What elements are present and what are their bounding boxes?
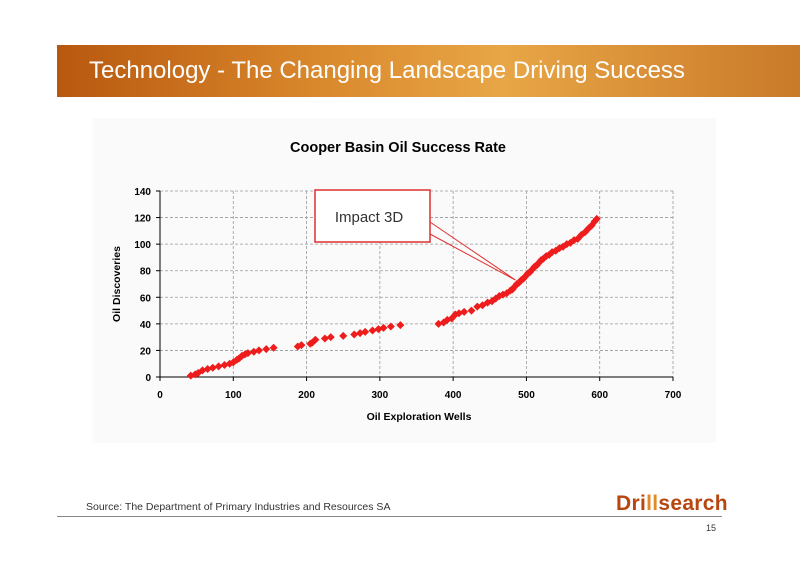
- data-point: [473, 302, 482, 311]
- data-point: [510, 282, 519, 291]
- source-note: Source: The Department of Primary Indust…: [86, 501, 391, 513]
- data-point: [297, 341, 306, 350]
- axes: [156, 190, 674, 381]
- data-point: [361, 327, 370, 336]
- y-tick-label: 120: [134, 214, 151, 225]
- data-point: [191, 370, 200, 379]
- data-point: [350, 330, 359, 339]
- data-point: [447, 314, 456, 323]
- chart-title: Cooper Basin Oil Success Rate: [290, 140, 506, 156]
- drillsearch-logo: Drillsearch: [616, 492, 728, 515]
- y-tick-label: 140: [134, 187, 151, 198]
- data-point: [467, 306, 476, 315]
- data-point: [262, 345, 271, 354]
- x-tick-label: 600: [591, 390, 608, 401]
- callout-text: Impact 3D: [335, 209, 404, 226]
- x-tick-label: 200: [298, 390, 315, 401]
- data-point: [526, 268, 535, 277]
- callout-leader-line: [429, 233, 516, 281]
- y-tick-label: 60: [140, 293, 152, 304]
- y-tick-label: 20: [140, 346, 152, 357]
- data-point: [254, 346, 263, 355]
- data-point: [562, 240, 571, 249]
- page-number: 15: [706, 523, 717, 533]
- data-point: [194, 369, 203, 378]
- callout-annotation: Impact 3D: [314, 189, 516, 281]
- data-point: [539, 254, 548, 263]
- data-point: [249, 347, 258, 356]
- title-banner: Technology - The Changing Landscape Driv…: [57, 45, 800, 97]
- x-tick-label: 400: [445, 390, 462, 401]
- callout-leader-line: [429, 221, 516, 281]
- data-point: [396, 321, 405, 330]
- data-point: [548, 248, 557, 257]
- data-point: [570, 236, 579, 245]
- data-point: [243, 349, 252, 358]
- x-tick-label: 100: [225, 390, 242, 401]
- data-point: [386, 322, 395, 331]
- x-tick-label: 0: [157, 390, 163, 401]
- data-point: [326, 333, 335, 342]
- data-point: [502, 289, 511, 298]
- data-point: [214, 362, 223, 371]
- x-tick-label: 500: [518, 390, 535, 401]
- slide-title: Technology - The Changing Landscape Driv…: [89, 57, 685, 84]
- data-points: [186, 214, 601, 380]
- y-axis-label: Oil Discoveries: [111, 246, 123, 322]
- y-tick-label: 100: [134, 240, 151, 251]
- data-point: [460, 307, 469, 316]
- data-point: [592, 214, 601, 223]
- data-point: [269, 343, 278, 352]
- data-point: [208, 363, 217, 372]
- data-point: [566, 238, 575, 247]
- chart-area: Cooper Basin Oil Success Rate 0 100 200 300…: [93, 118, 716, 443]
- data-point: [339, 331, 348, 340]
- y-tick-label: 0: [145, 373, 151, 384]
- data-point: [508, 285, 517, 294]
- data-point: [220, 361, 229, 370]
- data-point: [368, 326, 377, 335]
- footer-divider: [57, 516, 722, 517]
- scatter-chart: Cooper Basin Oil Success Rate 0 100 200 300…: [111, 140, 682, 423]
- x-tick-label: 700: [665, 390, 682, 401]
- data-point: [451, 310, 460, 319]
- data-point: [311, 335, 320, 344]
- data-point: [320, 334, 329, 343]
- y-tick-label: 80: [140, 267, 152, 278]
- callout-box: [314, 189, 431, 243]
- x-axis-label: Oil Exploration Wells: [367, 411, 472, 423]
- data-point: [379, 323, 388, 332]
- x-tick-label: 300: [372, 390, 389, 401]
- tick-labels: 0 100 200 300 400 500 600 700 0 20 40 60 80 100 120 140: [134, 187, 681, 401]
- y-tick-label: 40: [140, 320, 152, 331]
- data-point: [532, 261, 541, 270]
